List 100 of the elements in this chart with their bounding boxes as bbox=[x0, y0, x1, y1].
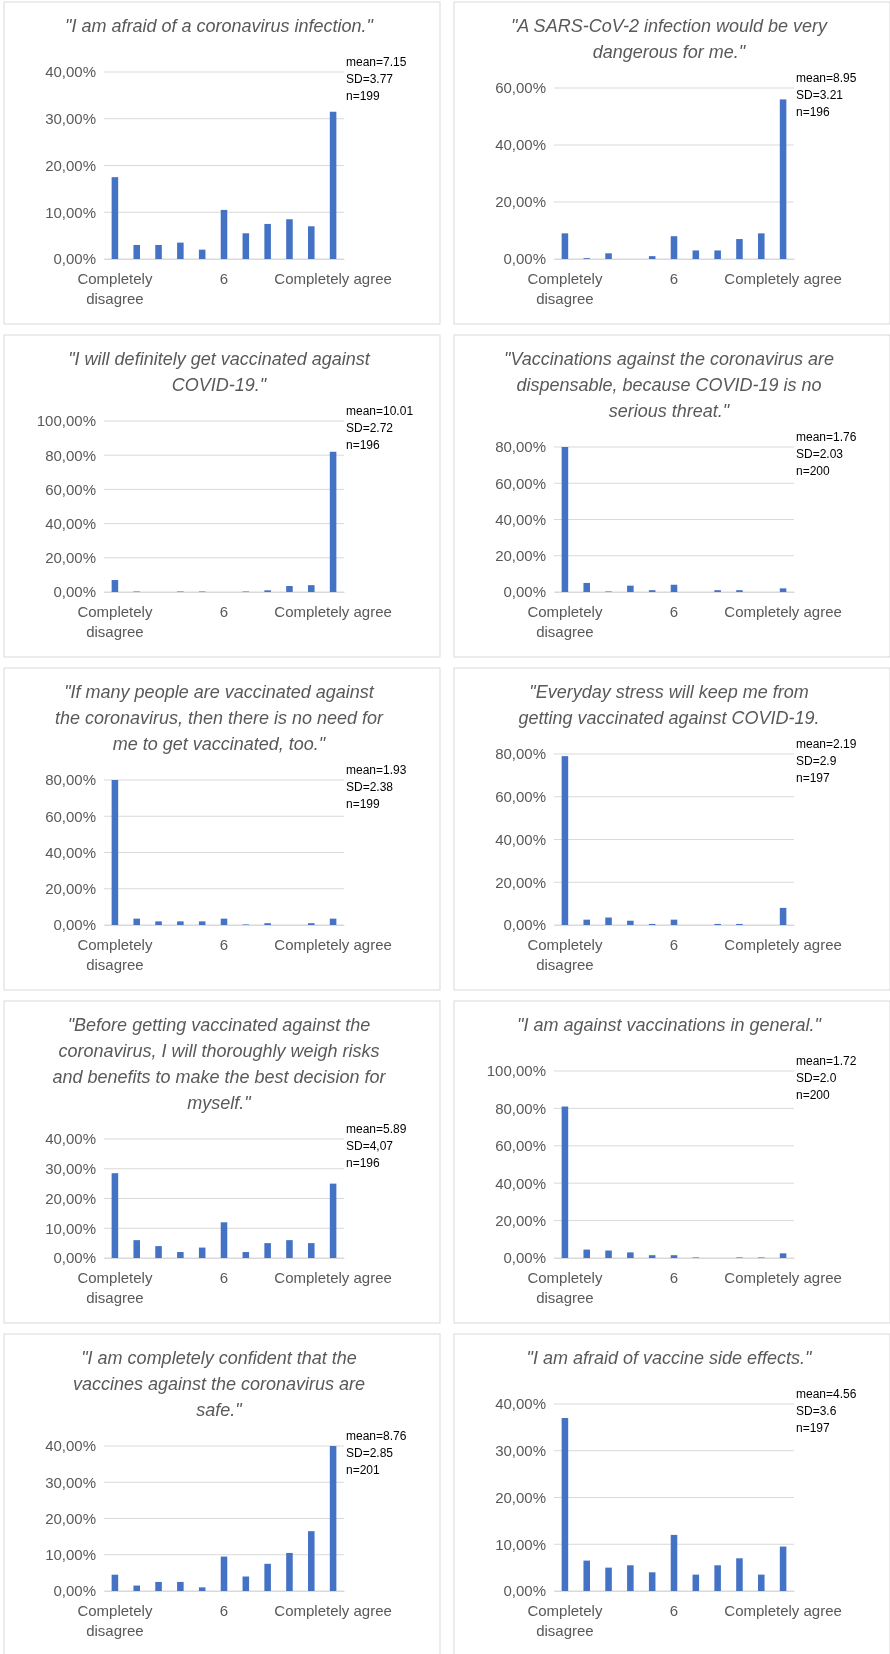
x-tick-label: Completely agree bbox=[274, 270, 392, 287]
bar bbox=[714, 1565, 721, 1591]
bar bbox=[308, 1243, 315, 1258]
bar bbox=[220, 209, 228, 259]
x-tick-label: Completely disagree bbox=[77, 1602, 153, 1639]
y-tick-label: 80,00% bbox=[495, 745, 546, 763]
bar bbox=[155, 244, 162, 259]
y-tick-label: 60,00% bbox=[495, 788, 546, 806]
y-tick-label: 0,00% bbox=[53, 583, 96, 601]
y-tick-label: 60,00% bbox=[45, 480, 96, 498]
x-tick-label: Completely disagree bbox=[527, 1602, 603, 1639]
y-tick-label: 40,00% bbox=[45, 1437, 96, 1455]
text: mean=1.72 bbox=[796, 1054, 857, 1068]
text: n=197 bbox=[796, 771, 831, 785]
y-tick-label: 10,00% bbox=[495, 1535, 546, 1553]
bar bbox=[561, 447, 569, 592]
bar bbox=[561, 233, 569, 259]
y-tick-label: 20,00% bbox=[495, 193, 546, 211]
text: SD=2.0 bbox=[796, 1071, 837, 1085]
y-tick-label: 60,00% bbox=[495, 1137, 546, 1155]
chart-title: "I will definitely get vaccinated against COVID-19." bbox=[68, 349, 371, 395]
bar bbox=[561, 1106, 569, 1258]
bar bbox=[264, 1243, 271, 1258]
y-tick-label: 0,00% bbox=[503, 250, 546, 268]
text: n=199 bbox=[346, 797, 381, 811]
bar bbox=[220, 1222, 228, 1258]
bar bbox=[627, 1252, 634, 1258]
chart-title: "I am afraid of vaccine side effects." bbox=[526, 1348, 814, 1368]
x-tick-label: 6 bbox=[219, 936, 229, 953]
text: n=196 bbox=[346, 1156, 381, 1170]
x-tick-label: 6 bbox=[219, 1602, 229, 1619]
text: SD=3.21 bbox=[796, 88, 844, 102]
bar bbox=[583, 1249, 590, 1258]
bar bbox=[242, 233, 250, 259]
bar bbox=[736, 1558, 743, 1591]
bar bbox=[133, 1585, 140, 1591]
x-tick-label: Completely agree bbox=[724, 936, 842, 953]
bar bbox=[605, 1567, 612, 1591]
chart-title: "Vaccinations against the coronavirus are dispensable, because COVID-19 is no serious threat." bbox=[504, 349, 834, 421]
bar bbox=[155, 1246, 162, 1258]
text: SD=2.72 bbox=[346, 421, 394, 435]
y-tick-label: 10,00% bbox=[45, 203, 96, 221]
x-tick-label: 6 bbox=[669, 270, 679, 287]
y-tick-label: 40,00% bbox=[495, 510, 546, 528]
text: SD=2.9 bbox=[796, 754, 837, 768]
y-tick-label: 40,00% bbox=[495, 136, 546, 154]
bar bbox=[736, 239, 743, 259]
y-tick-label: 20,00% bbox=[45, 880, 96, 898]
x-tick-label: Completely agree bbox=[724, 603, 842, 620]
bar bbox=[286, 586, 293, 592]
bar bbox=[220, 1556, 228, 1591]
bar bbox=[670, 1534, 678, 1591]
text: mean=1.76 bbox=[796, 430, 857, 444]
bar bbox=[111, 580, 119, 592]
chart-title: "A SARS-CoV-2 infection would be very dangerous for me." bbox=[510, 16, 829, 62]
bar bbox=[111, 1173, 119, 1258]
bar bbox=[286, 219, 293, 259]
y-tick-label: 80,00% bbox=[495, 1099, 546, 1117]
y-tick-label: 40,00% bbox=[45, 63, 96, 81]
y-tick-label: 20,00% bbox=[45, 1189, 96, 1207]
bar bbox=[583, 582, 590, 592]
bar bbox=[329, 111, 337, 259]
bar bbox=[111, 177, 119, 259]
x-tick-label: 6 bbox=[669, 936, 679, 953]
bar bbox=[627, 585, 634, 592]
chart-title: "If many people are vaccinated against the coronavirus, then there is no need for me to get vaccinated, too." bbox=[54, 682, 385, 754]
x-tick-label: Completely disagree bbox=[527, 936, 603, 973]
y-tick-label: 30,00% bbox=[45, 1160, 96, 1178]
bar bbox=[133, 1240, 140, 1258]
bar bbox=[155, 1581, 162, 1591]
bar bbox=[286, 1552, 293, 1591]
text: n=196 bbox=[796, 105, 831, 119]
x-tick-label: 6 bbox=[669, 1269, 679, 1286]
bar bbox=[264, 1563, 271, 1591]
chart-title: "I am completely confident that the vaccines against the coronavirus are safe." bbox=[72, 1348, 366, 1420]
x-tick-label: 6 bbox=[669, 1602, 679, 1619]
y-tick-label: 60,00% bbox=[495, 474, 546, 492]
text: n=201 bbox=[346, 1463, 381, 1477]
y-tick-label: 0,00% bbox=[53, 916, 96, 934]
bar bbox=[648, 1572, 656, 1591]
bar bbox=[670, 236, 678, 259]
text: SD=2.38 bbox=[346, 780, 394, 794]
text: n=200 bbox=[796, 1088, 831, 1102]
text: mean=8.76 bbox=[346, 1429, 407, 1443]
bar bbox=[308, 1531, 315, 1591]
text: n=200 bbox=[796, 464, 831, 478]
y-tick-label: 20,00% bbox=[45, 156, 96, 174]
bar bbox=[242, 1252, 250, 1258]
x-tick-label: Completely agree bbox=[274, 1269, 392, 1286]
text: SD=4,07 bbox=[346, 1139, 394, 1153]
bar bbox=[627, 920, 634, 925]
x-tick-label: Completely agree bbox=[724, 1602, 842, 1619]
x-tick-label: Completely disagree bbox=[527, 1269, 603, 1306]
x-tick-label: Completely disagree bbox=[527, 270, 603, 307]
bar bbox=[714, 250, 721, 259]
bar bbox=[561, 756, 569, 925]
bar bbox=[605, 1250, 612, 1258]
bar bbox=[583, 1560, 590, 1591]
y-tick-label: 10,00% bbox=[45, 1546, 96, 1564]
y-tick-label: 40,00% bbox=[495, 1395, 546, 1413]
